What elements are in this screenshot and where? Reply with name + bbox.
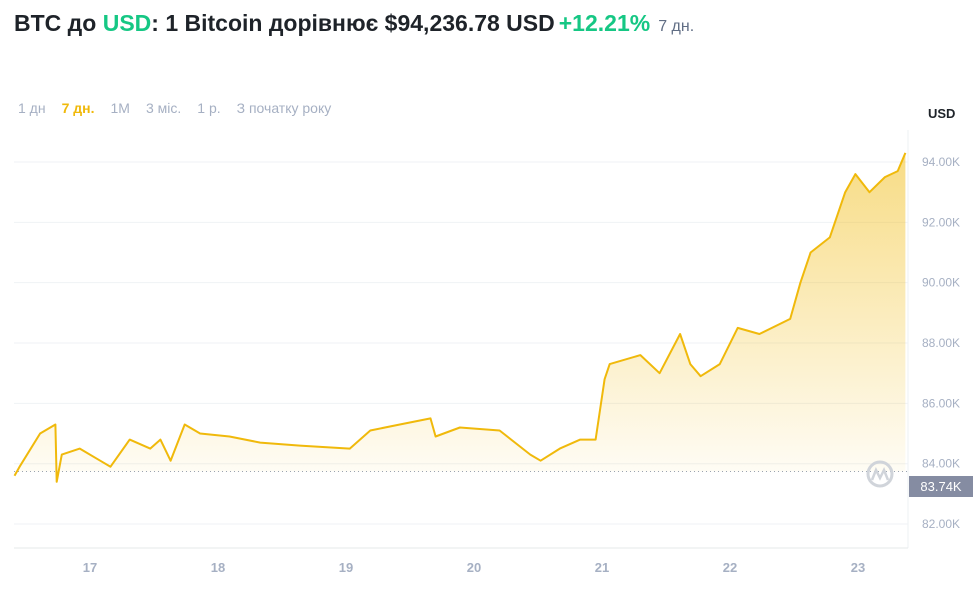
range-5[interactable]: З початку року [236,100,332,116]
y-tick-label: 94.00K [922,155,960,169]
reference-badge [909,476,973,497]
y-tick-label: 92.00K [922,215,960,229]
y-tick-label: 88.00K [922,336,960,350]
range-3[interactable]: 3 міс. [145,100,182,116]
y-tick-label: 86.00K [922,396,960,410]
area-fill [14,152,906,482]
x-tick-label: 17 [83,560,97,575]
x-tick-label: 19 [339,560,353,575]
price-line [13,152,907,483]
range-0[interactable]: 1 дн [18,100,46,116]
page-title: BTC до USD: 1 Bitcoin дорівнює $94,236.7… [14,10,694,37]
watermark-logo-icon [866,460,894,488]
x-tick-label: 22 [723,560,737,575]
x-tick-label: 21 [595,560,609,575]
currency-link[interactable]: USD [102,10,152,36]
y-tick-label: 90.00K [922,276,960,290]
x-tick-label: 18 [211,560,225,575]
range-2[interactable]: 1M [110,100,130,116]
range-1[interactable]: 7 дн. [61,100,95,116]
y-tick-label: 82.00K [922,517,960,531]
x-tick-label: 23 [851,560,865,575]
price-sentence: : 1 Bitcoin дорівнює $94,236.78 USD [151,10,555,36]
x-tick-label: 20 [467,560,481,575]
reference-value-label: 83.74K [920,479,962,494]
range-selector: 1 дн 7 дн. 1M 3 міс. 1 р. З початку року [18,100,331,116]
pair-label: BTC до [14,10,103,36]
y-axis-unit: USD [928,106,956,121]
range-4[interactable]: 1 р. [197,100,221,116]
period-label: 7 дн. [658,18,695,35]
change-percent: +12.21% [558,10,651,36]
y-tick-label: 84.00K [922,457,960,471]
